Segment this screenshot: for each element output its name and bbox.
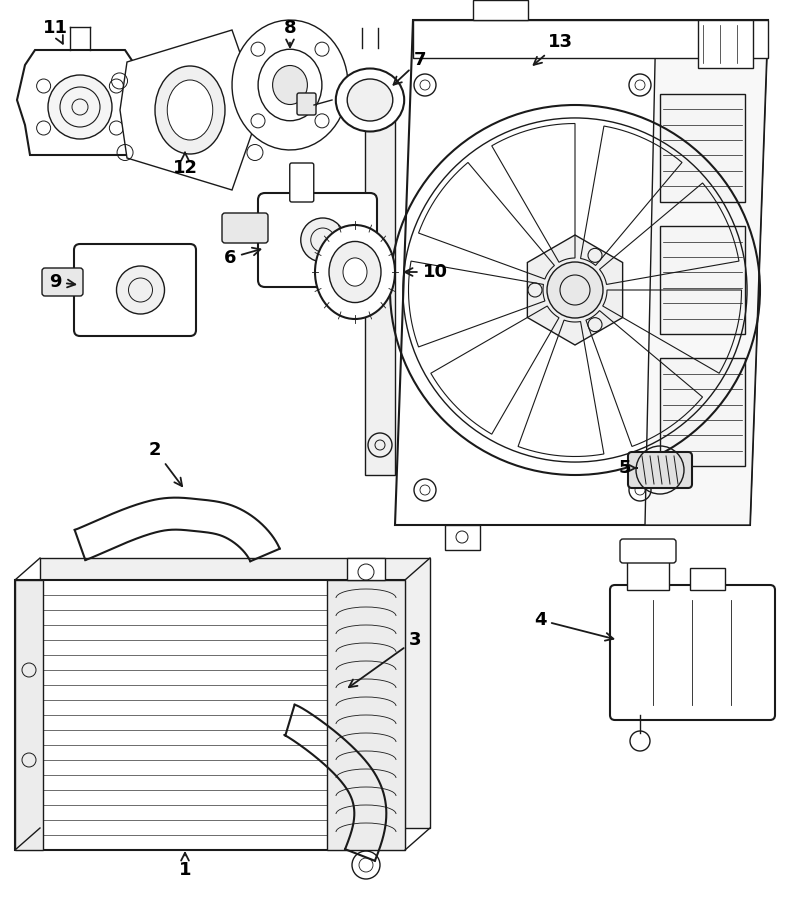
FancyBboxPatch shape <box>690 568 725 590</box>
Ellipse shape <box>167 80 213 140</box>
Text: 3: 3 <box>349 631 421 688</box>
FancyBboxPatch shape <box>413 20 768 58</box>
Ellipse shape <box>273 66 308 104</box>
FancyBboxPatch shape <box>620 539 676 563</box>
Text: 5: 5 <box>619 459 637 477</box>
Text: 9: 9 <box>49 273 75 291</box>
Text: 8: 8 <box>283 19 296 47</box>
Text: 4: 4 <box>534 611 613 641</box>
FancyBboxPatch shape <box>15 580 43 850</box>
FancyBboxPatch shape <box>347 558 385 580</box>
Polygon shape <box>40 558 430 828</box>
Ellipse shape <box>329 241 381 302</box>
FancyBboxPatch shape <box>610 585 775 720</box>
Polygon shape <box>365 85 395 475</box>
Text: 10: 10 <box>405 263 448 281</box>
FancyBboxPatch shape <box>290 163 314 202</box>
FancyBboxPatch shape <box>698 20 753 68</box>
FancyBboxPatch shape <box>222 213 268 243</box>
Circle shape <box>117 266 164 314</box>
FancyBboxPatch shape <box>660 226 745 334</box>
Text: 6: 6 <box>224 248 260 267</box>
Circle shape <box>48 75 112 139</box>
FancyBboxPatch shape <box>628 452 692 488</box>
FancyBboxPatch shape <box>473 0 528 20</box>
Polygon shape <box>232 20 348 150</box>
FancyBboxPatch shape <box>15 580 405 850</box>
Polygon shape <box>645 20 768 525</box>
FancyBboxPatch shape <box>327 580 405 850</box>
FancyBboxPatch shape <box>258 193 377 287</box>
Ellipse shape <box>315 225 395 319</box>
FancyBboxPatch shape <box>297 93 316 115</box>
Circle shape <box>547 262 603 318</box>
Ellipse shape <box>336 68 404 131</box>
FancyBboxPatch shape <box>74 244 196 336</box>
Text: 13: 13 <box>534 33 572 65</box>
FancyBboxPatch shape <box>627 560 669 590</box>
Polygon shape <box>527 235 622 345</box>
Text: 11: 11 <box>43 19 68 44</box>
Polygon shape <box>17 50 143 155</box>
FancyBboxPatch shape <box>42 268 83 296</box>
Ellipse shape <box>347 79 393 121</box>
Circle shape <box>301 218 345 262</box>
FancyBboxPatch shape <box>660 94 745 202</box>
Polygon shape <box>120 30 260 190</box>
Text: 1: 1 <box>179 853 192 879</box>
Ellipse shape <box>343 258 367 286</box>
Text: 2: 2 <box>149 441 182 486</box>
Text: 12: 12 <box>172 153 197 177</box>
Text: 7: 7 <box>394 51 427 85</box>
FancyBboxPatch shape <box>660 358 745 466</box>
Ellipse shape <box>155 66 225 154</box>
Polygon shape <box>395 20 768 525</box>
FancyBboxPatch shape <box>445 525 480 550</box>
